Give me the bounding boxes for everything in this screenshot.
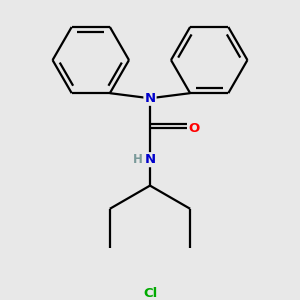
Text: N: N [144,92,156,105]
Text: Cl: Cl [143,287,157,300]
Text: H: H [133,153,143,166]
Text: O: O [188,122,199,135]
Text: N: N [144,153,156,166]
